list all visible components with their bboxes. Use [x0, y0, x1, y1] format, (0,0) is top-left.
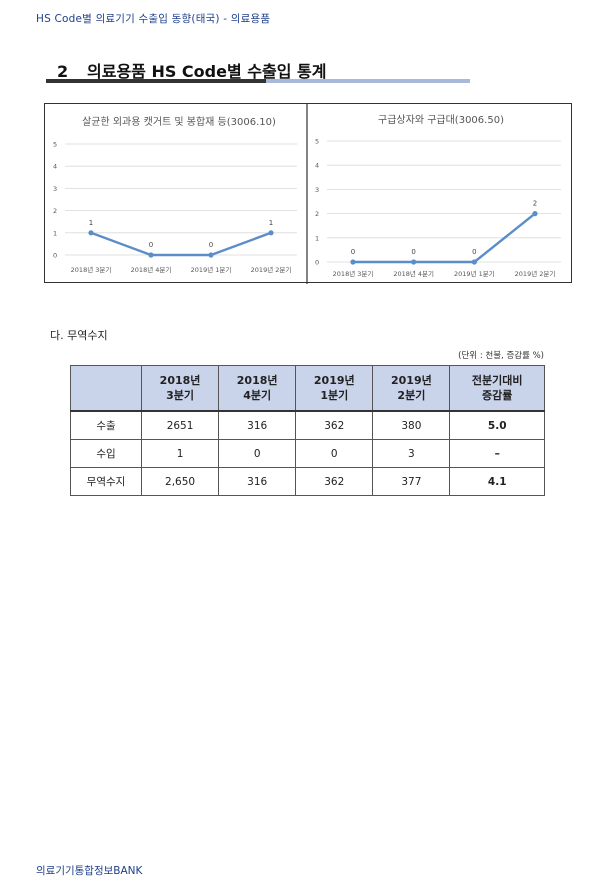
y-tick-label: 4 [315, 162, 319, 170]
unit-note: (단위 : 천불, 증감률 %) [458, 351, 544, 361]
y-tick-label: 2 [315, 210, 319, 218]
data-point [148, 252, 154, 258]
x-tick-label: 2018년 4분기 [131, 265, 172, 274]
data-label: 0 [209, 241, 213, 249]
series-line [353, 212, 536, 264]
table-cell: 1 [140, 439, 220, 468]
data-label: 0 [351, 248, 355, 256]
column-header: 전분기대비 증감률 [449, 365, 545, 412]
table-cell: 0 [295, 439, 374, 468]
y-tick-label: 1 [53, 229, 57, 237]
table-cell: 362 [295, 467, 374, 496]
data-point [411, 259, 417, 265]
data-label: 2 [533, 200, 537, 208]
data-point [350, 259, 356, 265]
data-point [532, 211, 538, 217]
y-tick-label: 0 [315, 259, 319, 267]
table-cell: 316 [218, 467, 297, 496]
column-header: 2019년 1분기 [295, 365, 374, 412]
data-point [208, 252, 214, 258]
x-tick-label: 2018년 4분기 [393, 269, 434, 278]
trade-balance-table: 2018년 3분기 2018년 4분기 2019년 1분기 2019년 2분기 전분기대… [70, 365, 545, 496]
x-tick-label: 2019년 1분기 [454, 269, 495, 278]
data-label: 1 [89, 219, 93, 227]
footer-brand: 의료기기통합정보BANK [36, 865, 143, 877]
data-label: 0 [472, 248, 476, 256]
data-label: 0 [411, 248, 415, 256]
y-tick-label: 3 [315, 186, 319, 194]
table-cell: 380 [372, 410, 451, 440]
section-number: 2 [57, 62, 69, 81]
chart-title: 살균한 외과용 캣거트 및 봉합재 등(3006.10) [82, 116, 276, 128]
table-row-balance: 무역수지 2,650 316 362 377 4.1 [70, 467, 545, 496]
table-header-row: 2018년 3분기 2018년 4분기 2019년 1분기 2019년 2분기 전분기대… [70, 365, 545, 412]
header-blank-cell [70, 365, 142, 412]
table-cell: 316 [218, 410, 297, 440]
table-cell: 362 [295, 410, 374, 440]
y-tick-label: 4 [53, 163, 57, 171]
section-title: 2 의료용품 HS Code별 수출입 통계 [57, 58, 326, 82]
table-cell: 0 [218, 439, 297, 468]
data-label: 0 [149, 241, 153, 249]
row-label: 수출 [70, 410, 142, 440]
column-header: 2019년 2분기 [372, 365, 451, 412]
x-tick-label: 2018년 3분기 [333, 269, 374, 278]
x-tick-label: 2019년 1분기 [191, 265, 232, 274]
series-line [90, 231, 272, 257]
x-tick-label: 2018년 3분기 [71, 265, 112, 274]
table-cell-change-rate: 4.1 [449, 467, 545, 496]
subsection-heading: 다. 무역수지 [50, 329, 108, 342]
y-tick-label: 0 [53, 252, 57, 260]
charts-panel: 살균한 외과용 캣거트 및 봉합재 등(3006.10) 0 1 2 3 4 5 1 0 0 1 20… [44, 103, 572, 284]
y-tick-label: 2 [53, 207, 57, 215]
y-tick-label: 5 [53, 141, 57, 149]
x-tick-label: 2019년 2분기 [515, 269, 556, 278]
section-title-text: 의료용품 HS Code별 수출입 통계 [87, 62, 327, 81]
table-cell: 2651 [140, 410, 220, 440]
data-label: 1 [269, 219, 273, 227]
data-point [88, 230, 94, 236]
table-row-import: 수입 1 0 0 3 – [70, 439, 545, 468]
table-cell: 2,650 [140, 467, 220, 496]
y-tick-label: 1 [315, 234, 319, 242]
x-tick-label: 2019년 2분기 [251, 265, 292, 274]
row-label: 수입 [70, 439, 142, 468]
running-header: HS Code별 의료기기 수출입 동향(태국) - 의료용품 [36, 13, 271, 25]
y-tick-label: 3 [53, 185, 57, 193]
column-header: 2018년 3분기 [140, 365, 220, 412]
column-header: 2018년 4분기 [218, 365, 297, 412]
data-point [471, 259, 477, 265]
chart-title: 구급상자와 구급대(3006.50) [378, 114, 504, 126]
title-underline-light [266, 79, 470, 83]
data-point [268, 230, 274, 236]
row-label: 무역수지 [70, 467, 142, 496]
table-cell: 377 [372, 467, 451, 496]
table-cell-change-rate: – [449, 439, 545, 468]
table-cell-change-rate: 5.0 [449, 410, 545, 440]
y-tick-label: 5 [315, 138, 319, 146]
table-row-export: 수출 2651 316 362 380 5.0 [70, 410, 545, 440]
title-underline-dark [46, 79, 266, 83]
table-cell: 3 [372, 439, 451, 468]
